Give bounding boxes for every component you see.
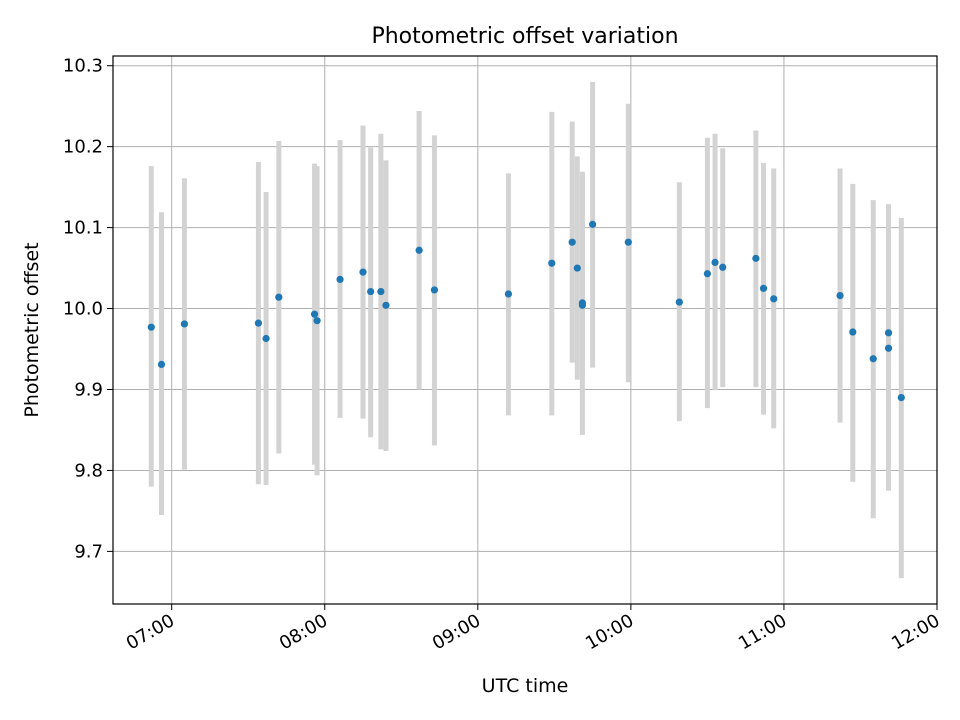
x-tick-label: 10:00 — [582, 610, 637, 654]
grid-lines — [113, 56, 938, 604]
data-point — [836, 291, 844, 300]
x-tick-label: 07:00 — [123, 610, 178, 654]
data-point — [548, 259, 556, 267]
data-point — [262, 334, 270, 343]
y-tick-label: 10.1 — [63, 218, 103, 239]
error-bars — [148, 81, 904, 579]
data-point — [275, 293, 283, 301]
data-point — [589, 220, 597, 228]
data-point — [703, 270, 712, 278]
data-point — [711, 258, 719, 267]
x-tick-label: 11:00 — [735, 610, 790, 654]
y-tick-label: 10.3 — [63, 56, 103, 77]
x-tick-label: 12:00 — [888, 610, 943, 654]
y-tick-label: 9.7 — [74, 541, 103, 562]
data-point — [752, 254, 760, 262]
data-point — [884, 344, 893, 352]
data-points — [147, 220, 905, 402]
x-tick-label: 09:00 — [429, 610, 484, 654]
x-axis-label: UTC time — [482, 675, 569, 697]
data-point — [849, 328, 857, 336]
data-point — [367, 287, 375, 296]
data-point — [180, 320, 189, 328]
data-point — [310, 310, 319, 318]
y-tick-label: 10.2 — [63, 137, 103, 158]
data-point — [504, 290, 513, 298]
y-tick-label: 9.9 — [74, 379, 103, 400]
data-point — [675, 298, 683, 306]
data-point — [382, 301, 390, 309]
data-point — [624, 238, 632, 246]
data-point — [869, 355, 877, 363]
data-point — [336, 275, 344, 284]
data-point — [568, 238, 576, 246]
y-axis-ticks: 9.7 9.8 9.9 10.0 10.1 10.2 10.3 — [63, 56, 113, 562]
y-tick-label: 10.0 — [63, 299, 103, 320]
x-tick-label: 08:00 — [276, 610, 331, 654]
data-point — [719, 263, 727, 271]
data-point — [254, 319, 263, 327]
data-point — [759, 284, 768, 292]
plot-frame — [112, 55, 938, 605]
data-point — [884, 329, 893, 337]
data-point — [147, 323, 155, 331]
data-point — [430, 286, 439, 294]
y-tick-label: 9.8 — [74, 460, 103, 481]
y-axis-label: Photometric offset — [21, 242, 43, 417]
data-point — [157, 360, 166, 369]
data-point — [578, 301, 586, 309]
data-point — [377, 287, 385, 296]
data-point — [897, 393, 905, 402]
data-point — [313, 317, 321, 325]
x-axis-ticks: 07:00 08:00 09:00 10:00 11:00 12:00 — [123, 604, 944, 654]
data-point — [415, 246, 423, 254]
chart-title: Photometric offset variation — [371, 24, 678, 49]
data-point — [770, 295, 778, 303]
data-point — [359, 268, 367, 276]
data-point — [573, 264, 581, 272]
